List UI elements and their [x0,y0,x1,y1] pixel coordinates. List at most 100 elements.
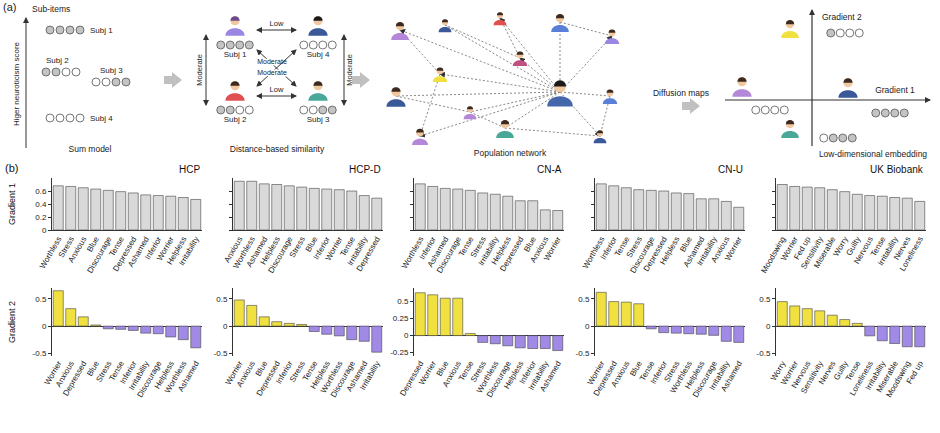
svg-text:Worthless: Worthless [231,235,257,270]
svg-text:Nervous: Nervous [790,360,813,390]
svg-text:0: 0 [404,331,409,340]
svg-text:Blue: Blue [522,235,538,254]
svg-text:Subj 4: Subj 4 [307,50,330,59]
svg-text:0.4: 0.4 [35,200,47,209]
svg-text:Gradient 2: Gradient 2 [822,12,862,22]
svg-text:Worthless: Worthless [581,235,607,270]
svg-text:Inferior: Inferior [143,235,163,261]
svg-text:CN-U: CN-U [718,164,743,175]
svg-text:Anxious: Anxious [709,235,731,264]
svg-text:Irritability: Irritability [358,360,382,392]
svg-text:Distance-based similarity: Distance-based similarity [230,144,325,154]
svg-text:Inferior: Inferior [599,235,619,261]
svg-text:Worthless: Worthless [319,360,345,395]
svg-text:Anxious: Anxious [609,360,631,389]
svg-text:Worrier: Worrier [779,235,800,262]
svg-text:Tense: Tense [338,235,357,258]
svg-text:Subj 4: Subj 4 [90,114,113,123]
svg-text:0.25: 0.25 [393,314,409,323]
svg-text:HCP-D: HCP-D [349,164,381,175]
svg-text:Stress: Stress [469,235,488,259]
svg-text:Blue: Blue [435,359,451,378]
svg-text:0.5: 0.5 [397,297,409,306]
svg-text:Irritability: Irritability [477,235,501,267]
svg-text:Irritability: Irritability [127,360,151,392]
svg-text:Tense: Tense [301,359,320,382]
svg-text:Inferior: Inferior [118,359,138,385]
svg-text:Anxious: Anxious [528,235,550,264]
svg-text:Worry: Worry [832,235,850,258]
svg-text:Tense: Tense [107,359,126,382]
svg-text:0: 0 [223,322,228,331]
svg-text:Population network: Population network [474,148,547,158]
svg-text:Irritability: Irritability [708,360,732,392]
svg-text:Anxious: Anxious [235,360,257,389]
svg-text:Worthless: Worthless [475,360,501,395]
svg-text:Discourage: Discourage [435,235,463,275]
svg-text:Ashamed: Ashamed [245,235,270,269]
svg-text:Tense: Tense [107,235,126,258]
svg-text:Worrier: Worrier [155,235,176,262]
svg-text:Stress: Stress [469,360,488,384]
svg-text:0: 0 [42,226,47,235]
svg-text:Ashamed: Ashamed [426,235,451,269]
svg-text:Ashamed: Ashamed [682,235,707,269]
svg-text:Inferior: Inferior [518,359,538,385]
svg-text:Helpless: Helpless [683,360,706,391]
svg-text:Depressed: Depressed [592,360,619,398]
svg-text:Moderate: Moderate [257,69,287,76]
svg-text:Stress: Stress [94,360,113,384]
svg-text:(b): (b) [5,162,18,174]
svg-text:Inferior: Inferior [649,359,669,385]
svg-text:Guilty: Guilty [844,235,862,257]
svg-text:Low-dimensional embedding: Low-dimensional embedding [819,149,927,159]
svg-text:Miserable: Miserable [812,235,837,270]
svg-text:Subj 3: Subj 3 [100,66,123,75]
svg-text:Tense: Tense [844,359,863,382]
svg-text:Irritability: Irritability [876,235,900,267]
svg-text:Worrier: Worrier [224,359,245,386]
svg-text:Worry: Worry [769,360,787,383]
svg-text:Nerves: Nerves [892,235,912,261]
svg-text:Subj 2: Subj 2 [224,115,247,124]
svg-text:Blue: Blue [85,359,101,378]
svg-text:Blue: Blue [304,235,320,254]
svg-text:0: 0 [42,322,47,331]
svg-text:0.6: 0.6 [35,187,47,196]
svg-text:Guilty: Guilty [832,360,850,382]
svg-text:0.5: 0.5 [759,295,771,304]
svg-text:Worthless: Worthless [400,235,426,270]
svg-text:0.5: 0.5 [35,295,47,304]
svg-text:Anxious: Anxious [66,235,88,264]
svg-text:Nerves: Nerves [817,360,837,386]
svg-text:-0.25: -0.25 [390,348,409,357]
svg-text:Depressed: Depressed [111,235,138,273]
svg-text:Inferior: Inferior [418,235,438,261]
svg-text:Ashamed: Ashamed [719,360,744,394]
svg-text:Tense: Tense [457,359,476,382]
svg-text:Gradient 2: Gradient 2 [7,301,17,343]
svg-text:Tense: Tense [638,359,657,382]
svg-text:Ashamed: Ashamed [345,360,370,394]
svg-text:-0.5: -0.5 [757,349,771,358]
svg-text:Moodswing: Moodswing [759,235,787,275]
svg-text:0.5: 0.5 [216,295,228,304]
svg-text:Miserable: Miserable [875,359,900,394]
svg-text:Stress: Stress [662,360,681,384]
svg-text:Ashamed: Ashamed [176,360,201,394]
svg-text:(a): (a) [3,1,16,13]
svg-text:Blue: Blue [678,235,694,254]
svg-text:Ashamed: Ashamed [126,235,151,269]
svg-text:Worthless: Worthless [163,360,189,395]
svg-text:Stress: Stress [625,235,644,259]
svg-text:Sub-items: Sub-items [32,4,70,14]
svg-text:0: 0 [766,322,771,331]
svg-text:Subj 1: Subj 1 [90,26,113,35]
svg-text:Worrier: Worrier [779,359,800,386]
svg-text:Discourage: Discourage [329,359,357,399]
svg-text:Helpless: Helpless [490,235,513,266]
svg-text:HCP: HCP [179,164,200,175]
svg-text:Stress: Stress [288,235,307,259]
svg-text:Worthless: Worthless [38,235,64,270]
svg-text:Depressed: Depressed [355,235,382,273]
